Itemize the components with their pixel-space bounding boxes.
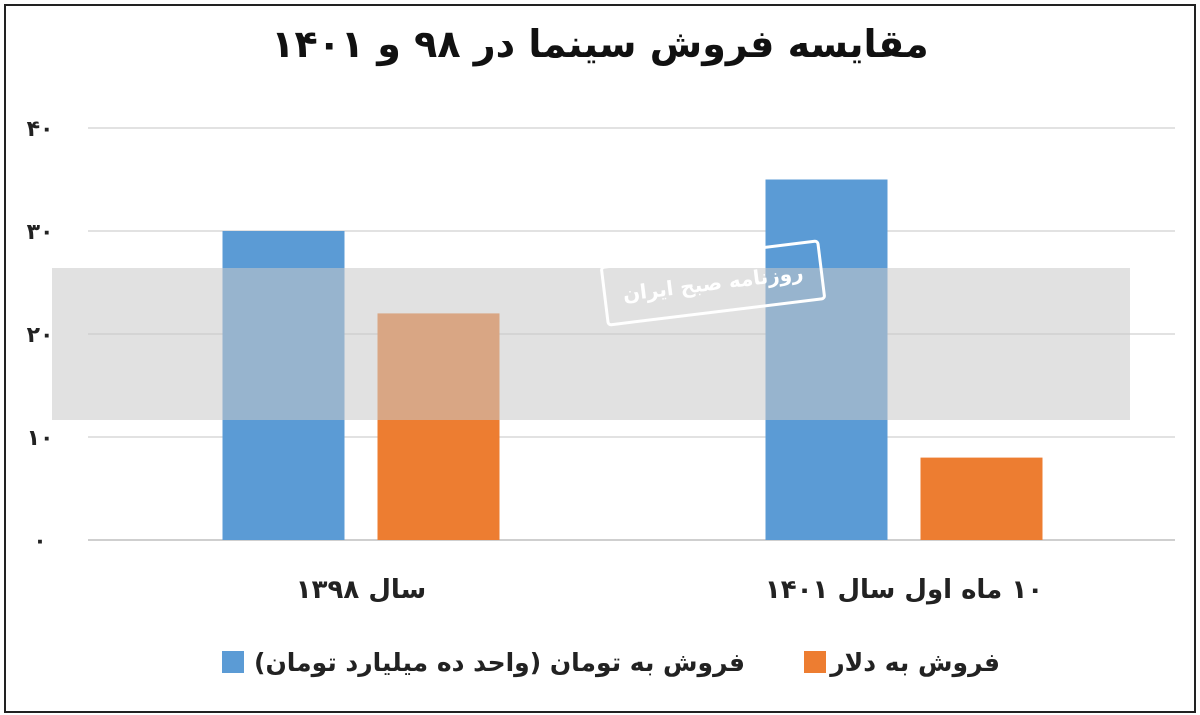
chart-title: مقایسه فروش سینما در ۹۸ و ۱۴۰۱ xyxy=(271,22,929,66)
legend-label: فروش به دلار xyxy=(828,648,1000,678)
watermark-band xyxy=(52,268,1130,420)
legend-swatch xyxy=(222,651,244,673)
legend-swatch xyxy=(804,651,826,673)
x-axis-ticks: سال ۱۳۹۸ ۱۰ ماه اول سال ۱۴۰۱ xyxy=(296,575,1043,605)
y-tick-label: ۰ xyxy=(33,529,46,554)
y-tick-label: ۱۰ xyxy=(27,426,54,451)
y-tick-label: ۲۰ xyxy=(27,323,54,348)
x-tick-label: ۱۰ ماه اول سال ۱۴۰۱ xyxy=(765,575,1043,605)
legend-label: فروش به تومان (واحد ده میلیارد تومان) xyxy=(254,648,745,678)
legend: فروش به دلار فروش به تومان (واحد ده میلیا… xyxy=(222,648,1000,678)
watermark-stamp xyxy=(600,239,826,327)
y-axis-ticks: ۰ ۱۰ ۲۰ ۳۰ ۴۰ xyxy=(27,117,54,554)
y-tick-label: ۴۰ xyxy=(27,117,54,142)
bar xyxy=(920,457,1043,540)
watermark: روزنامه صبح ایران xyxy=(52,239,1130,420)
x-tick-label: سال ۱۳۹۸ xyxy=(296,575,426,605)
y-tick-label: ۳۰ xyxy=(27,220,54,245)
